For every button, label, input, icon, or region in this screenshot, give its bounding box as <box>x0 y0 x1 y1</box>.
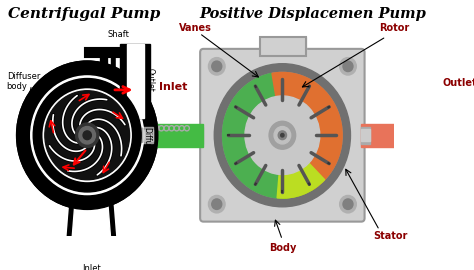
Bar <box>411 130 421 141</box>
Polygon shape <box>65 205 117 257</box>
Circle shape <box>17 61 158 210</box>
Circle shape <box>48 94 126 176</box>
Bar <box>361 129 370 141</box>
Text: Outlet: Outlet <box>146 68 155 92</box>
Polygon shape <box>120 44 150 118</box>
Circle shape <box>79 127 95 144</box>
Text: Inlet: Inlet <box>82 264 101 270</box>
Text: Positive Displacemen Pump: Positive Displacemen Pump <box>199 7 426 21</box>
Bar <box>143 130 153 141</box>
Circle shape <box>55 101 119 169</box>
Text: Body: Body <box>269 242 296 252</box>
Text: Vanes: Vanes <box>179 23 211 33</box>
Text: Centrifugal Pump: Centrifugal Pump <box>9 7 161 21</box>
Bar <box>147 127 203 144</box>
Circle shape <box>33 79 141 192</box>
Wedge shape <box>223 73 288 198</box>
Circle shape <box>281 133 284 137</box>
Circle shape <box>274 127 291 144</box>
Circle shape <box>245 96 320 174</box>
Text: Rotor: Rotor <box>380 23 410 33</box>
Circle shape <box>75 123 99 147</box>
Bar <box>411 127 421 143</box>
Wedge shape <box>277 135 325 198</box>
Polygon shape <box>127 44 144 118</box>
Bar <box>361 124 414 147</box>
Bar <box>260 37 306 56</box>
Circle shape <box>278 131 286 140</box>
Wedge shape <box>272 72 342 190</box>
Bar <box>147 129 203 141</box>
Circle shape <box>212 61 222 72</box>
Circle shape <box>269 121 296 149</box>
Circle shape <box>209 195 225 213</box>
Polygon shape <box>71 205 112 257</box>
Text: Stator: Stator <box>374 231 408 241</box>
Circle shape <box>343 61 353 72</box>
Text: Shaft: Shaft <box>108 30 130 39</box>
Text: Outlet: Outlet <box>443 78 474 88</box>
Bar <box>143 127 153 143</box>
Circle shape <box>45 91 129 180</box>
Bar <box>260 37 306 56</box>
Circle shape <box>31 76 144 195</box>
Circle shape <box>43 89 131 181</box>
FancyBboxPatch shape <box>200 49 365 222</box>
Polygon shape <box>421 128 438 142</box>
Circle shape <box>340 195 356 213</box>
Circle shape <box>31 76 144 195</box>
Text: Diffuser: Diffuser <box>142 127 151 157</box>
Circle shape <box>212 199 222 210</box>
Circle shape <box>223 72 342 198</box>
Polygon shape <box>116 52 145 111</box>
Text: Diffuser
body: Diffuser body <box>7 72 40 91</box>
Circle shape <box>340 58 356 75</box>
Bar <box>151 124 203 147</box>
Circle shape <box>343 199 353 210</box>
Circle shape <box>214 64 350 207</box>
Circle shape <box>31 76 144 195</box>
Circle shape <box>209 58 225 75</box>
Polygon shape <box>111 52 149 111</box>
Text: Inlet: Inlet <box>159 82 187 92</box>
Circle shape <box>17 61 158 210</box>
Wedge shape <box>283 135 317 198</box>
Circle shape <box>83 131 91 140</box>
Bar <box>361 127 370 144</box>
Polygon shape <box>129 128 143 142</box>
